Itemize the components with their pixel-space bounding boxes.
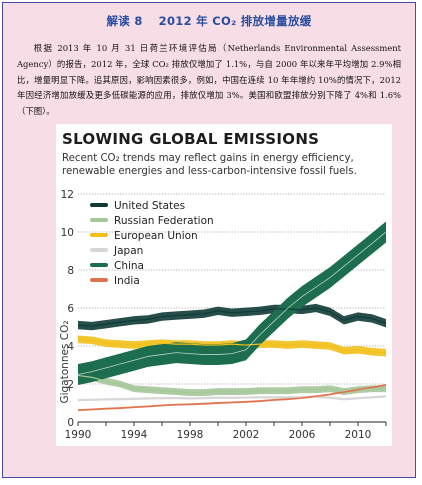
legend-label-russian-federation: Russian Federation: [114, 215, 214, 227]
y-tick-label-6: 6: [67, 303, 74, 315]
series-lines: [77, 231, 387, 411]
line-japan: [77, 395, 387, 401]
x-tick-label-1998: 1998: [177, 429, 204, 441]
x-tick-label-2006: 2006: [289, 429, 316, 441]
legend-label-japan: Japan: [113, 245, 143, 257]
line-united-states: [77, 307, 387, 327]
y-tick-label-0: 0: [67, 417, 74, 429]
sidebar-body: 根据 2013 年 10 月 31 日荷兰环境评估局（Netherlands E…: [17, 43, 401, 117]
x-tick-label-1994: 1994: [121, 429, 148, 441]
y-tick-label-8: 8: [67, 265, 74, 277]
figure-subtitle: Recent CO₂ trends may reflect gains in e…: [62, 153, 357, 177]
band-china: [78, 221, 386, 385]
axes: 0 2 4 6 8 10 12 1990 1994 1998 2002 2006 2010: [61, 189, 387, 441]
legend-label-india: India: [114, 275, 140, 287]
y-tick-label-2: 2: [67, 379, 74, 391]
y-tick-label-10: 10: [61, 227, 74, 239]
sidebar-title: 2012 年 CO₂ 排放增量放缓: [158, 14, 312, 28]
y-axis-label: Gigatonnes CO₂: [59, 320, 71, 403]
sidebar-heading: 解读 8 2012 年 CO₂ 排放增量放缓: [3, 13, 415, 29]
line-european-union: [77, 338, 387, 354]
band-united-states: [78, 303, 386, 331]
line-russian-federation: [77, 374, 386, 394]
y-tick-label-12: 12: [61, 189, 74, 201]
legend-label-china: China: [114, 260, 144, 272]
emissions-line-chart: 0 2 4 6 8 10 12 1990 1994 1998 2002 2006 2010 United…: [59, 189, 387, 441]
x-tick-label-2010: 2010: [345, 429, 372, 441]
legend-label-united-states: United States: [114, 200, 185, 212]
x-tick-label-2002: 2002: [233, 429, 260, 441]
emissions-figure: SLOWING GLOBAL EMISSIONS Recent CO₂ tren…: [56, 124, 392, 446]
sidebar-label: 解读 8: [106, 14, 143, 28]
y-tick-label-4: 4: [67, 341, 74, 353]
line-china: [77, 231, 387, 375]
x-tick-label-1990: 1990: [65, 429, 92, 441]
legend-label-european-union: European Union: [114, 230, 198, 242]
figure-title: SLOWING GLOBAL EMISSIONS: [62, 130, 320, 148]
line-india: [77, 384, 387, 411]
legend: United States Russian Federation European …: [90, 200, 214, 287]
